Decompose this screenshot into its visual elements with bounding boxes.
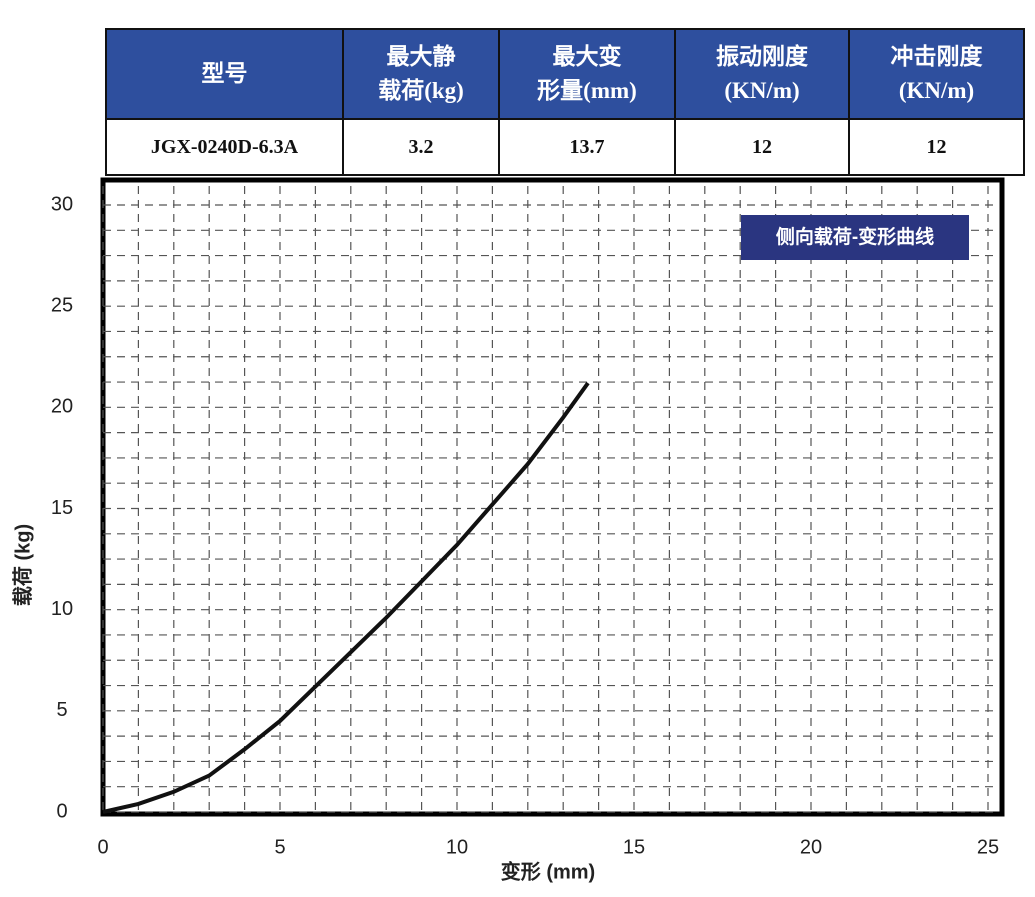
cell: 12: [848, 118, 1025, 176]
header-cell: 振动刚度 (KN/m): [674, 28, 850, 120]
header-cell: 型号: [105, 28, 344, 120]
legend-box: [741, 215, 969, 260]
header-cell: 冲击刚度 (KN/m): [848, 28, 1025, 120]
y-tick-label: 30: [51, 193, 73, 215]
x-tick-label: 20: [800, 836, 822, 858]
header-row: 型号 最大静 载荷(kg) 最大变 形量(mm) 振动刚度 (KN/m) 冲击刚度 (K…: [105, 28, 1025, 120]
cell: JGX-0240D-6.3A: [105, 118, 344, 176]
x-axis-label: 变形 (mm): [501, 859, 595, 883]
data-line: [102, 381, 590, 814]
y-axis-label: 载荷 (kg): [10, 524, 34, 606]
data-row: JGX-0240D-6.3A 3.2 13.7 12 12: [105, 118, 1025, 176]
x-tick-label: 25: [977, 836, 999, 858]
cell: 12: [674, 118, 850, 176]
header-cell: 最大静 载荷(kg): [342, 28, 500, 120]
y-tick-label: 20: [51, 396, 73, 418]
y-tick-label: 5: [56, 699, 67, 721]
x-tick-label: 15: [623, 836, 645, 858]
cell: 13.7: [498, 118, 676, 176]
plot-frame: [100, 177, 1005, 817]
legend-label: 侧向载荷-变形曲线: [776, 225, 934, 248]
y-tick-label: 0: [56, 800, 67, 822]
y-tick-label: 10: [51, 598, 73, 620]
x-tick-label: 0: [97, 836, 108, 858]
spec-table: 型号 最大静 载荷(kg) 最大变 形量(mm) 振动刚度 (KN/m) 冲击刚度 (K…: [105, 28, 1025, 176]
header-cell: 最大变 形量(mm): [498, 28, 676, 120]
y-tick-label: 25: [51, 294, 73, 316]
cell: 3.2: [342, 118, 500, 176]
x-tick-label: 5: [274, 836, 285, 858]
legend: 侧向载荷-变形曲线: [741, 215, 969, 260]
x-tick-label: 10: [446, 836, 468, 858]
y-tick-label: 15: [51, 497, 73, 519]
